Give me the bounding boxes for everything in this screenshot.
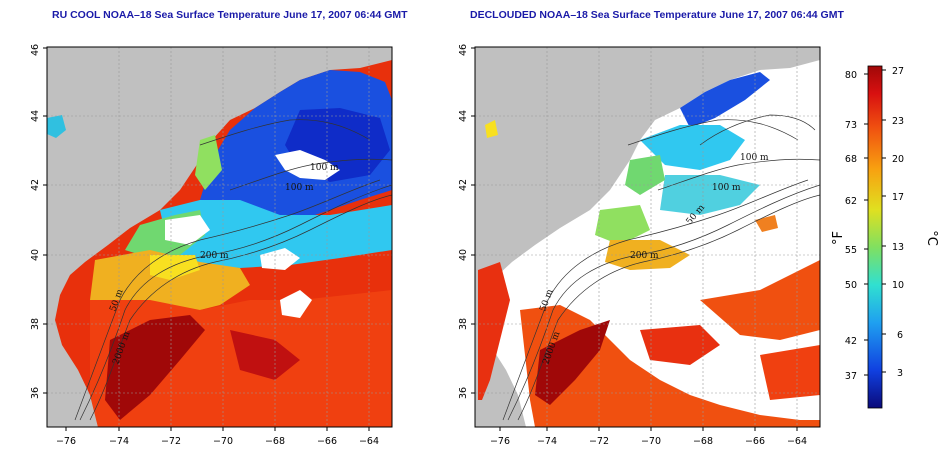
contour-label: 100 m — [740, 153, 769, 163]
celsius-tick-label: 20 — [892, 154, 904, 165]
fahrenheit-tick-label: 80 — [845, 70, 857, 81]
celsius-tick-label: 6 — [897, 330, 903, 341]
x-tick-label: −74 — [537, 436, 557, 447]
y-tick-label: 36 — [458, 387, 469, 399]
right-map — [475, 47, 820, 427]
colorbar: 80 73 68 62 55 50 42 37 27 23 20 17 13 1… — [831, 65, 939, 409]
contour-label: 100 m — [310, 163, 339, 173]
x-tick-label: −70 — [641, 436, 661, 447]
left-map — [47, 47, 392, 427]
fahrenheit-tick-label: 37 — [845, 371, 857, 382]
celsius-tick-label: 3 — [897, 368, 903, 379]
land-left — [47, 47, 392, 427]
fahrenheit-tick-label: 55 — [845, 245, 857, 256]
celsius-tick-label: 17 — [892, 192, 904, 203]
y-tick-label: 40 — [458, 249, 469, 261]
y-tick-label: 38 — [458, 318, 469, 330]
celsius-tick-label: 10 — [892, 280, 904, 291]
fahrenheit-tick-label: 68 — [845, 154, 857, 165]
contour-label: 200 m — [200, 251, 229, 261]
left-y-axis: 36 38 40 42 44 46 — [30, 44, 47, 399]
right-y-axis: 36 38 40 42 44 46 — [458, 44, 475, 399]
celsius-tick-label: 13 — [892, 242, 904, 253]
y-tick-label: 46 — [30, 44, 41, 56]
x-tick-label: −76 — [490, 436, 510, 447]
contour-label: 100 m — [712, 183, 741, 193]
x-tick-label: −64 — [787, 436, 807, 447]
x-tick-label: −76 — [56, 436, 76, 447]
contour-label: 200 m — [630, 251, 659, 261]
cloud-left-1 — [275, 150, 340, 180]
colorbar-gradient — [867, 65, 883, 409]
x-tick-label: −64 — [359, 436, 379, 447]
y-tick-label: 40 — [30, 249, 41, 261]
y-tick-label: 38 — [30, 318, 41, 330]
fahrenheit-unit-label: °F — [831, 231, 846, 245]
x-tick-label: −68 — [693, 436, 713, 447]
x-tick-label: −66 — [745, 436, 765, 447]
left-plot-frame — [46, 46, 393, 428]
fahrenheit-tick-label: 62 — [845, 196, 857, 207]
x-tick-label: −66 — [317, 436, 337, 447]
fahrenheit-tick-label: 73 — [845, 120, 857, 131]
celsius-unit-label: °C — [924, 230, 939, 246]
contour-label: 100 m — [285, 183, 314, 193]
fahrenheit-tick-label: 42 — [845, 336, 857, 347]
left-panel-title: RU COOL NOAA–18 Sea Surface Temperature … — [52, 9, 408, 21]
y-tick-label: 42 — [458, 179, 469, 191]
left-x-axis: −76 −74 −72 −70 −68 −66 −64 — [56, 427, 379, 447]
y-tick-label: 44 — [30, 110, 41, 122]
land-right — [475, 47, 820, 427]
x-tick-label: −74 — [109, 436, 129, 447]
celsius-tick-label: 27 — [892, 66, 904, 77]
y-tick-label: 42 — [30, 179, 41, 191]
x-tick-label: −72 — [589, 436, 609, 447]
fahrenheit-tick-label: 50 — [845, 280, 857, 291]
right-plot-frame — [474, 46, 821, 428]
x-tick-label: −68 — [265, 436, 285, 447]
x-tick-label: −70 — [213, 436, 233, 447]
celsius-tick-label: 23 — [892, 116, 904, 127]
y-tick-label: 44 — [458, 110, 469, 122]
y-tick-label: 46 — [458, 44, 469, 56]
right-x-axis: −76 −74 −72 −70 −68 −66 −64 — [490, 427, 807, 447]
x-tick-label: −72 — [161, 436, 181, 447]
right-panel-title: DECLOUDED NOAA–18 Sea Surface Temperatur… — [470, 9, 844, 21]
y-tick-label: 36 — [30, 387, 41, 399]
